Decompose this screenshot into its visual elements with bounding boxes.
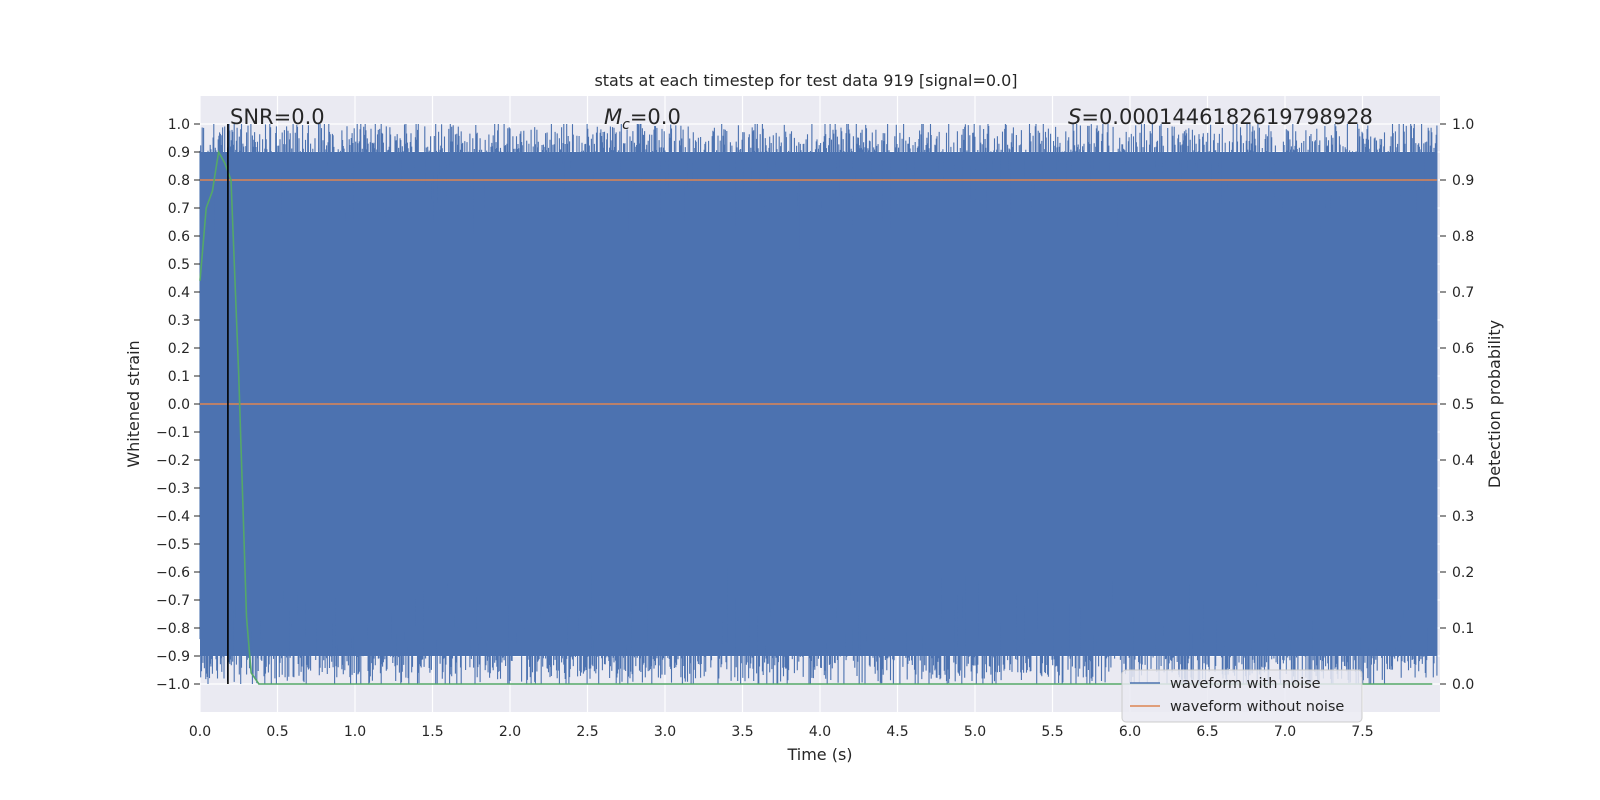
- x-tick-label: 0.0: [189, 724, 211, 740]
- y2-tick-label: 0.8: [1452, 229, 1474, 245]
- annotation-mc: Mc=0.0: [604, 105, 681, 133]
- annotation-s-value: =0.0001446182619798928: [1081, 105, 1373, 129]
- x-axis-ticks: 0.0 0.5 1.0 1.5 2.0 2.5 3.0 3.5 4.0 4.5 5.0 5.5 6.0 6…: [189, 724, 1374, 740]
- legend: waveform with noise waveform without noi…: [1121, 669, 1363, 723]
- y2-axis-ticks: 0.0 0.1 0.2 0.3 0.4 0.5 0.6 0.7 0.8 0.9 1.0: [1440, 117, 1474, 693]
- annotation-snr: SNR=0.0: [230, 105, 325, 129]
- x-tick-label: 3.0: [654, 724, 676, 740]
- y-tick-label: −0.3: [156, 481, 190, 497]
- annotation-s: S=0.0001446182619798928: [1068, 105, 1373, 129]
- legend-label-noise: waveform with noise: [1170, 676, 1321, 692]
- y-tick-label: −0.2: [156, 453, 190, 469]
- x-tick-label: 7.0: [1274, 724, 1296, 740]
- annotation-mc-value: =0.0: [630, 105, 681, 129]
- y-tick-label: 0.3: [168, 313, 190, 329]
- y-tick-label: 0.2: [168, 341, 190, 357]
- x-tick-label: 1.0: [344, 724, 366, 740]
- y-tick-label: −0.1: [156, 425, 190, 441]
- y-tick-label: −0.8: [156, 621, 190, 637]
- y-tick-label: −0.9: [156, 649, 190, 665]
- y-tick-label: −0.4: [156, 509, 190, 525]
- y2-tick-label: 0.6: [1452, 341, 1474, 357]
- x-tick-label: 7.5: [1351, 724, 1373, 740]
- annotation-mc-subscript: c: [622, 117, 630, 133]
- y2-tick-label: 0.2: [1452, 565, 1474, 581]
- y-tick-label: 0.9: [168, 145, 190, 161]
- x-tick-label: 6.5: [1196, 724, 1218, 740]
- annotation-snr-value: 0.0: [291, 105, 324, 129]
- series-detection-probability: [199, 149, 1437, 685]
- annotation-s-symbol: S: [1068, 105, 1081, 129]
- y-tick-label: 0.5: [168, 257, 190, 273]
- y-tick-label: 0.6: [168, 229, 190, 245]
- legend-box: [1121, 669, 1363, 723]
- y2-tick-label: 0.9: [1452, 173, 1474, 189]
- x-tick-label: 1.5: [421, 724, 443, 740]
- x-axis-label: Time (s): [786, 745, 852, 764]
- y-tick-label: 0.1: [168, 369, 190, 385]
- x-tick-label: 2.0: [499, 724, 521, 740]
- x-tick-label: 0.5: [266, 724, 288, 740]
- legend-label-clean: waveform without noise: [1170, 699, 1344, 715]
- y-tick-label: 0.4: [168, 285, 190, 301]
- y2-tick-label: 0.1: [1452, 621, 1474, 637]
- y-tick-label: 0.7: [168, 201, 190, 217]
- y2-tick-label: 0.0: [1452, 677, 1474, 693]
- y2-tick-label: 0.5: [1452, 397, 1474, 413]
- y2-axis-label: Detection probability: [1485, 320, 1504, 488]
- x-tick-label: 3.5: [731, 724, 753, 740]
- x-tick-label: 2.5: [576, 724, 598, 740]
- y-tick-label: −0.7: [156, 593, 190, 609]
- y-tick-label: −0.5: [156, 537, 190, 553]
- y-axis-label: Whitened strain: [124, 340, 143, 467]
- y-tick-label: −1.0: [156, 677, 190, 693]
- x-tick-label: 4.0: [809, 724, 831, 740]
- x-tick-label: 5.0: [964, 724, 986, 740]
- x-tick-label: 5.5: [1041, 724, 1063, 740]
- y2-tick-label: 0.3: [1452, 509, 1474, 525]
- y-tick-label: 0.8: [168, 173, 190, 189]
- y-tick-label: −0.6: [156, 565, 190, 581]
- y-tick-label: 1.0: [168, 117, 190, 133]
- y2-tick-label: 0.4: [1452, 453, 1474, 469]
- x-tick-label: 6.0: [1119, 724, 1141, 740]
- x-tick-label: 4.5: [886, 724, 908, 740]
- y2-tick-label: 1.0: [1452, 117, 1474, 133]
- probability-trace: [199, 149, 1433, 685]
- y2-tick-label: 0.7: [1452, 285, 1474, 301]
- annotation-snr-prefix: SNR=: [230, 105, 291, 129]
- annotation-mc-symbol: M: [604, 105, 622, 129]
- y-axis-ticks: 1.0 0.9 0.8 0.7 0.6 0.5 0.4 0.3 0.2 0.1 0.0 −0.1 −0.…: [156, 117, 200, 693]
- y-tick-label: 0.0: [168, 397, 190, 413]
- chart-title: stats at each timestep for test data 919…: [594, 71, 1017, 90]
